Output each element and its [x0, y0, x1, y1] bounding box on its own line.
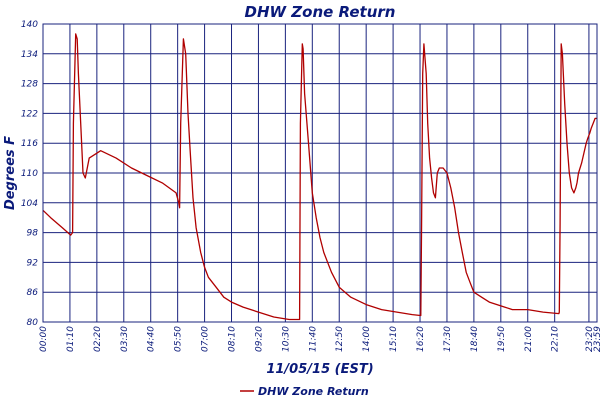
x-tick-label: 22:10: [551, 326, 561, 352]
x-tick-label: 23:20: [585, 326, 595, 352]
x-tick-label: 00:00: [39, 326, 49, 352]
x-tick-label: 23:59: [593, 326, 600, 352]
y-tick-label: 80: [27, 318, 39, 328]
y-tick-label: 140: [21, 20, 38, 30]
y-tick-label: 92: [27, 258, 39, 268]
x-tick-label: 02:20: [93, 326, 103, 352]
chart-title: DHW Zone Return: [245, 3, 396, 21]
x-tick-label: 10:30: [281, 326, 291, 352]
legend-label: DHW Zone Return: [258, 385, 369, 398]
series-line-dhw-zone-return: [42, 33, 597, 321]
series-layer: [42, 33, 597, 321]
x-tick-label: 15:10: [389, 326, 399, 352]
x-tick-label: 14:00: [362, 326, 372, 352]
legend: DHW Zone Return: [240, 385, 369, 398]
y-tick-label: 98: [27, 229, 39, 239]
x-tick-labels: 00:00 01:10 02:20 03:30 04:40 05:50 07:00 08:10…: [39, 326, 600, 352]
plot-frame: [42, 23, 598, 323]
x-tick-label: 12:50: [335, 326, 345, 352]
x-tick-label: 16:20: [416, 326, 426, 352]
y-tick-label: 122: [21, 109, 38, 119]
x-tick-label: 17:30: [443, 326, 453, 352]
y-tick-label: 86: [27, 288, 39, 298]
x-tick-label: 03:30: [120, 326, 130, 352]
y-tick-label: 134: [21, 50, 38, 60]
x-tick-label: 01:10: [66, 326, 76, 352]
x-tick-label: 05:50: [174, 326, 184, 352]
x-tick-label: 04:40: [147, 326, 157, 352]
x-tick-label: 11:40: [308, 326, 318, 352]
x-tick-label: 07:00: [201, 326, 211, 352]
x-axis-label: 11/05/15 (EST): [266, 362, 373, 377]
y-tick-labels: 80 86 92 98 104 110 116 122 128 134 140: [21, 20, 38, 328]
x-tick-label: 21:00: [524, 326, 534, 352]
x-tick-label: 08:10: [228, 326, 238, 352]
y-tick-label: 116: [21, 139, 38, 149]
x-tick-label: 09:20: [254, 326, 264, 352]
y-tick-label: 128: [21, 80, 38, 90]
y-axis-label: Degrees F: [3, 136, 18, 210]
x-tick-label: 19:50: [497, 326, 507, 352]
x-tick-label: 18:40: [470, 326, 480, 352]
y-tick-label: 110: [21, 169, 38, 179]
y-tick-label: 104: [21, 199, 38, 209]
